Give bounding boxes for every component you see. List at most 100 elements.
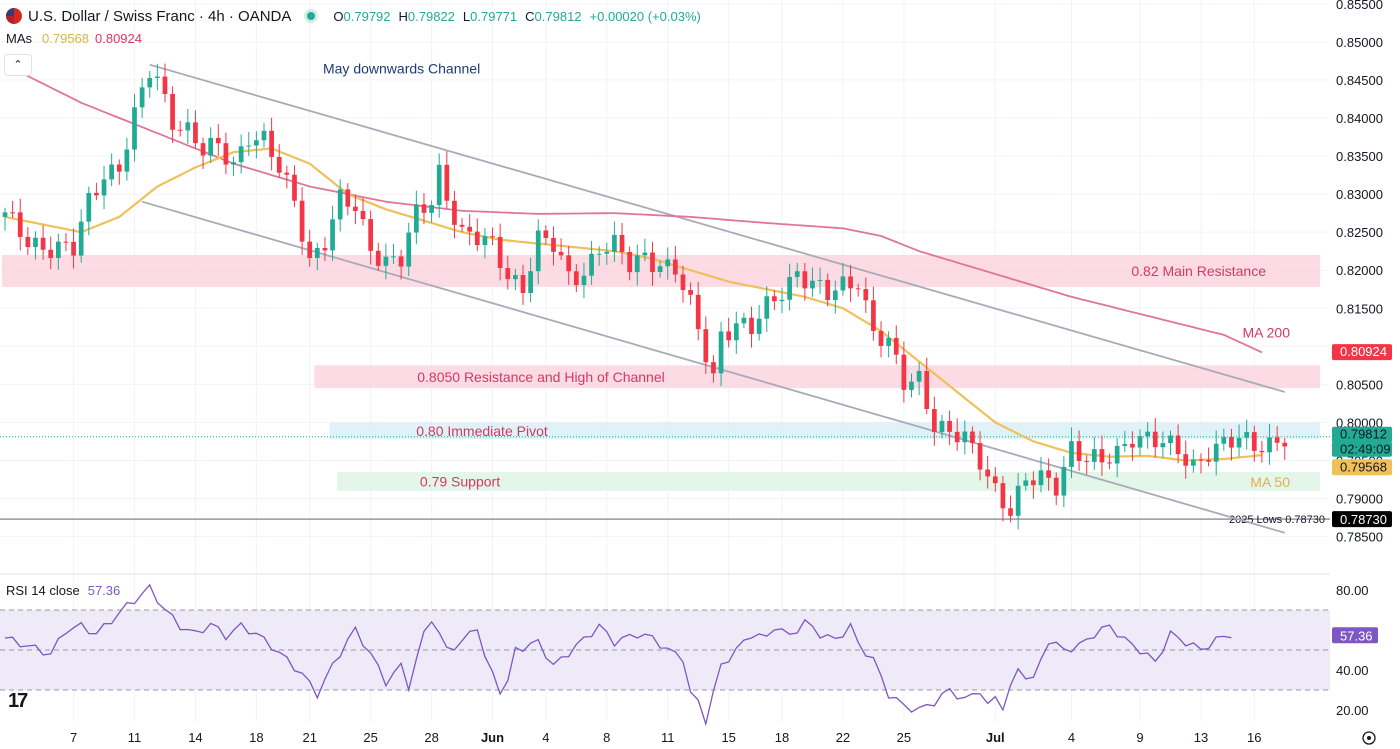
candle-body xyxy=(1183,454,1189,466)
collapse-legend-button[interactable]: ⌃ xyxy=(4,54,32,76)
candle-body xyxy=(177,129,183,131)
candle-body xyxy=(482,236,488,246)
price-badge-ma50 xyxy=(1332,459,1392,476)
candle-body xyxy=(314,247,320,259)
candle-body xyxy=(992,476,998,484)
candle-body xyxy=(528,271,533,293)
change-value: +0.00020 (+0.03%) xyxy=(589,8,701,24)
market-open-icon xyxy=(307,12,316,20)
time-axis-label: 15 xyxy=(721,730,735,745)
price-axis-label: 0.84500 xyxy=(1336,73,1383,88)
candle-body xyxy=(695,294,701,330)
settings-gear-icon-hub xyxy=(1367,736,1371,740)
candle-body xyxy=(871,300,876,331)
candle-body xyxy=(231,162,236,165)
candle-body xyxy=(208,137,214,156)
time-axis-label: 8 xyxy=(603,730,610,745)
candle-body xyxy=(589,253,594,276)
zone-label: 0.82 Main Resistance xyxy=(1131,263,1266,279)
candle-body xyxy=(2,212,8,217)
candle-body xyxy=(810,280,815,289)
high-value: 0.79822 xyxy=(407,8,455,24)
candle-body xyxy=(299,200,305,242)
candle-body xyxy=(1099,449,1105,463)
candle-body xyxy=(398,256,404,267)
tradingview-logo[interactable]: 17 xyxy=(8,690,28,712)
candle-body xyxy=(627,252,633,273)
candle-body xyxy=(558,251,564,256)
ma200-line xyxy=(4,63,1263,354)
price-badge-text: 02:49:09 xyxy=(1340,442,1391,457)
chart-annotation: May downwards Channel xyxy=(323,61,480,77)
candle-body xyxy=(330,219,335,251)
low-label: L xyxy=(462,8,471,24)
candle-body xyxy=(1069,441,1074,467)
candle-body xyxy=(1190,459,1196,466)
candle-body xyxy=(573,271,579,286)
settings-gear-icon[interactable] xyxy=(1362,731,1376,745)
candle-body xyxy=(733,323,739,341)
candle-body xyxy=(741,317,747,324)
chart-annotation: MA 200 xyxy=(1243,325,1291,341)
candle-body xyxy=(596,253,602,255)
candle-body xyxy=(505,268,511,280)
candle-body xyxy=(604,251,610,254)
candle-body xyxy=(535,230,541,272)
candle-body xyxy=(1259,450,1265,453)
high-label: H xyxy=(398,8,408,24)
candle-body xyxy=(246,145,252,147)
price-axis-label: 0.82000 xyxy=(1336,263,1383,278)
candle-body xyxy=(1274,437,1280,443)
candle-body xyxy=(886,337,892,346)
candle-body xyxy=(832,290,838,301)
candle-body xyxy=(48,249,54,258)
time-axis-label: 11 xyxy=(661,730,675,745)
candle-body xyxy=(1084,460,1090,462)
price-axis-label: 0.80500 xyxy=(1336,377,1383,392)
candle-body xyxy=(977,443,983,470)
chart-header: U.S. Dollar / Swiss Franc · 4h · OANDA O… xyxy=(6,6,709,26)
candle-body xyxy=(436,164,442,206)
open-value: 0.79792 xyxy=(343,8,391,24)
candle-body xyxy=(94,192,99,196)
symbol-title[interactable]: U.S. Dollar / Swiss Franc · 4h · OANDA xyxy=(28,7,292,25)
time-axis-label: 16 xyxy=(1247,730,1261,745)
usd-chf-flag-icon xyxy=(6,8,22,24)
candle-body xyxy=(726,331,732,341)
rsi-axis-label: 20.00 xyxy=(1336,703,1369,718)
candle-body xyxy=(543,230,549,238)
candle-body xyxy=(467,226,473,232)
time-axis-label: 18 xyxy=(249,730,263,745)
candle-body xyxy=(116,164,122,172)
zone-resistance xyxy=(314,365,1321,389)
candle-body xyxy=(238,146,244,163)
rsi-legend[interactable]: RSI 14 close 57.36 xyxy=(6,583,120,598)
candle-body xyxy=(802,271,808,289)
candle-body xyxy=(1206,459,1211,462)
candle-body xyxy=(612,234,617,252)
candle-body xyxy=(1282,442,1288,447)
candle-body xyxy=(78,221,84,256)
candle-body xyxy=(513,275,518,280)
zone-label: 0.79 Support xyxy=(420,473,500,489)
price-axis-label: 0.84000 xyxy=(1336,111,1383,126)
ohlc-readout: O0.79792 H0.79822 L0.79771 C0.79812 +0.00020… xyxy=(333,9,708,24)
candle-body xyxy=(55,241,61,258)
candle-body xyxy=(490,236,495,238)
ma-legend[interactable]: MAs 0.79568 0.80924 xyxy=(6,31,142,46)
price-axis-label: 0.82500 xyxy=(1336,225,1383,240)
time-axis-label: 11 xyxy=(128,730,142,745)
candle-body xyxy=(276,156,282,173)
candle-body xyxy=(1213,443,1219,462)
candle-body xyxy=(1061,466,1067,496)
candle-body xyxy=(566,255,572,272)
candle-body xyxy=(1168,435,1173,444)
candle-body xyxy=(931,408,937,432)
candle-body xyxy=(254,140,259,146)
candle-body xyxy=(619,234,625,253)
candle-body xyxy=(25,236,31,248)
candle-body xyxy=(688,290,693,295)
candle-body xyxy=(162,76,168,95)
candle-body xyxy=(680,274,686,291)
